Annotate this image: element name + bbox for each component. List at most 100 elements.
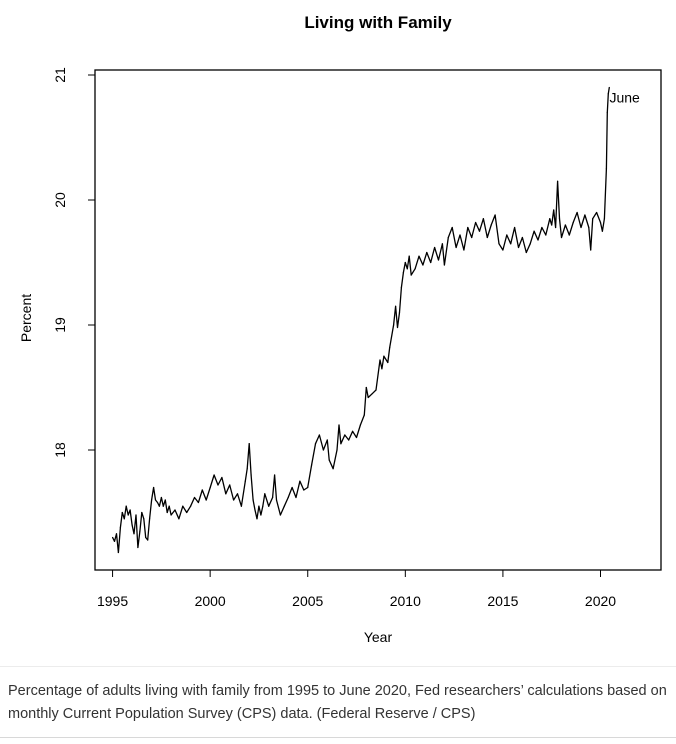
x-tick-label: 2010 (390, 593, 421, 609)
data-point (549, 218, 551, 220)
data-point (258, 505, 260, 507)
data-point (383, 355, 385, 357)
data-point (482, 218, 484, 220)
data-point (225, 493, 227, 495)
data-point (182, 505, 184, 507)
data-point (287, 496, 289, 499)
data-point (541, 226, 543, 229)
x-tick-label: 1995 (97, 593, 128, 609)
data-point (274, 474, 276, 476)
data-point (307, 486, 309, 489)
y-tick-label: 19 (52, 317, 68, 333)
data-points (112, 86, 610, 554)
data-point (367, 396, 369, 399)
data-point (398, 311, 401, 314)
data-point (498, 243, 500, 245)
data-point (153, 486, 155, 489)
data-point (348, 439, 350, 441)
data-point (240, 505, 242, 507)
line-chart: Living with Family 1995 2000 2005 2010 2015 2… (18, 13, 662, 645)
data-point (537, 239, 539, 241)
data-point (393, 324, 395, 326)
data-point (135, 514, 137, 516)
x-tick-label: 2005 (292, 593, 323, 609)
data-point (264, 493, 266, 495)
data-point (283, 505, 285, 507)
data-point (201, 489, 203, 491)
data-point (149, 518, 151, 520)
data-point (596, 211, 598, 214)
data-point (314, 443, 317, 445)
data-point (338, 424, 340, 426)
data-point (555, 226, 557, 229)
data-point (584, 214, 586, 216)
data-point (262, 505, 264, 507)
data-point (599, 221, 602, 224)
data-point (303, 489, 305, 491)
data-point (279, 514, 281, 516)
data-point (557, 180, 559, 182)
data-point (205, 499, 207, 501)
data-point (137, 546, 139, 549)
data-point (607, 93, 609, 95)
data-point (355, 436, 358, 439)
data-point (268, 505, 270, 507)
data-point (170, 514, 172, 516)
data-point (131, 524, 133, 526)
data-point (365, 386, 367, 389)
data-point (252, 499, 254, 501)
data-point (217, 484, 219, 486)
data-point (517, 246, 520, 249)
data-point (113, 540, 116, 542)
data-point (576, 211, 578, 214)
data-point (408, 255, 410, 257)
data-point (112, 536, 114, 539)
data-point (248, 443, 250, 445)
annotation-june: June (609, 90, 640, 106)
data-point (115, 533, 118, 535)
caption-divider-bottom (0, 737, 676, 738)
data-point (119, 526, 121, 529)
data-point (396, 326, 399, 329)
y-axis-label: Percent (18, 294, 34, 342)
data-point (328, 459, 330, 461)
caption-divider-top (0, 666, 676, 667)
x-tick-label: 2000 (195, 593, 226, 609)
data-point (606, 111, 608, 114)
data-point (125, 505, 127, 507)
data-point (272, 496, 274, 499)
data-point (400, 286, 402, 289)
data-point (572, 221, 574, 224)
data-point (123, 518, 125, 520)
data-point (560, 236, 563, 239)
y-tick-label: 20 (52, 192, 68, 208)
data-point (178, 518, 180, 520)
data-point (147, 539, 149, 541)
data-point (502, 249, 504, 251)
data-point (363, 414, 365, 416)
data-point (437, 259, 440, 261)
data-point (168, 505, 170, 507)
data-point (402, 271, 404, 274)
data-point (322, 449, 324, 451)
data-point (568, 234, 570, 236)
data-point (158, 505, 160, 507)
data-point (459, 234, 461, 236)
data-point (162, 505, 164, 507)
data-point (233, 499, 235, 501)
data-point (244, 480, 246, 482)
data-point (143, 518, 145, 520)
data-point (236, 493, 239, 495)
data-point (418, 255, 420, 257)
data-point (299, 480, 301, 482)
data-point (463, 249, 465, 251)
data-point (605, 168, 608, 170)
data-point (164, 499, 166, 501)
data-point (406, 268, 408, 270)
data-point (193, 496, 196, 499)
data-point (434, 246, 436, 249)
data-point (129, 509, 131, 511)
data-point (404, 261, 406, 264)
data-point (486, 236, 488, 239)
data-point (414, 268, 416, 270)
